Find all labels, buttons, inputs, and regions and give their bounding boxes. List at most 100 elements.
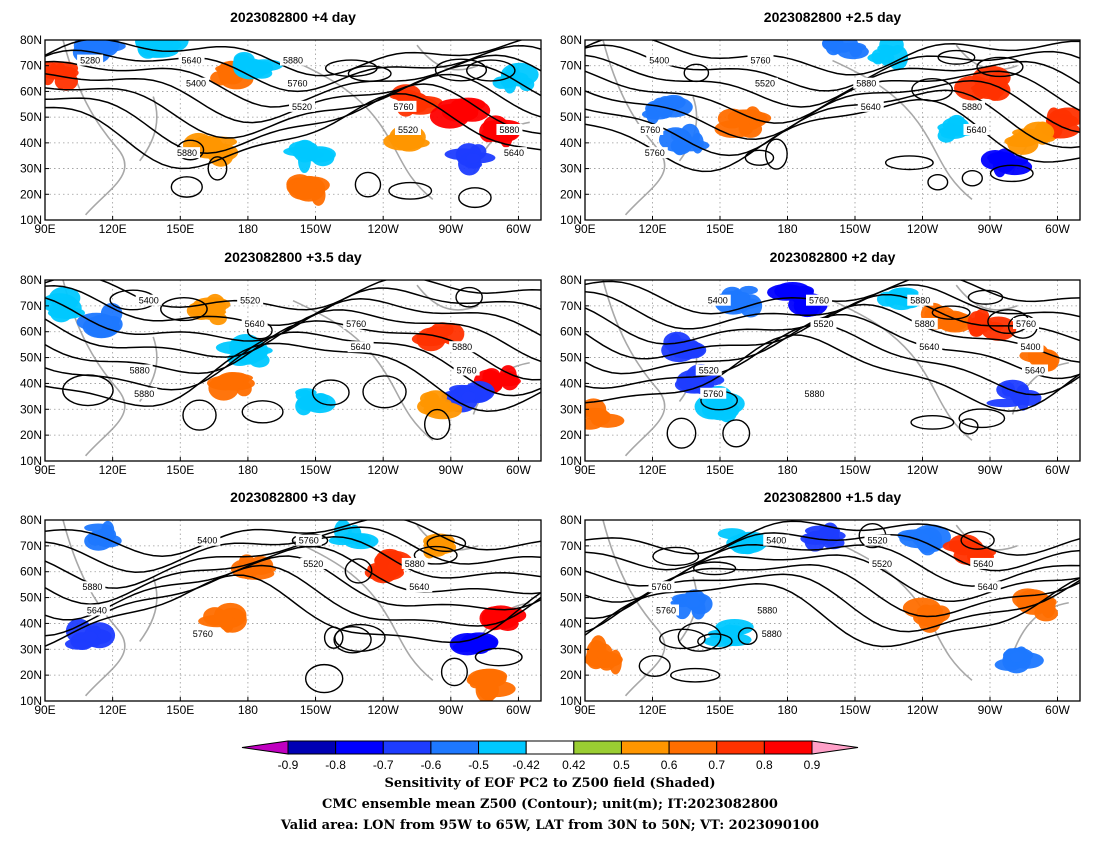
- contour-label: 5520: [867, 536, 887, 546]
- y-tick-label: 70N: [560, 59, 582, 73]
- contour-loop: [426, 534, 467, 553]
- y-tick-label: 30N: [20, 402, 42, 416]
- y-tick-label: 20N: [20, 187, 42, 201]
- colorbar-label: -0.6: [421, 758, 442, 772]
- contour-line: [45, 545, 541, 605]
- colorbar-swatch: [335, 740, 384, 755]
- y-tick-label: 40N: [20, 136, 42, 150]
- contour-label-group: 5880: [853, 77, 880, 89]
- z500-contours: [585, 40, 1080, 191]
- coastline: [602, 520, 666, 697]
- x-tick-label: 90E: [34, 222, 55, 236]
- y-tick-label: 30N: [560, 402, 582, 416]
- contour-label-group: 5640: [241, 317, 268, 329]
- x-tick-label: 150W: [839, 222, 871, 236]
- contour-line: [585, 54, 1080, 108]
- contour-loop: [182, 399, 217, 431]
- contour-loop: [692, 561, 737, 576]
- map-frame: [584, 279, 1081, 462]
- contour-label: 5520: [872, 559, 892, 569]
- contour-loop: [722, 419, 751, 448]
- colorbar: -0.9 -0.8 -0.7 -0.6 -0.5 -0.42 0.42 0.5 0.6 0.7 0.…: [241, 740, 859, 772]
- sensitivity-shade: [76, 302, 123, 339]
- contour-label-group: 5640: [178, 54, 205, 66]
- x-tick-label: 90W: [978, 463, 1003, 477]
- y-tick-label: 80N: [20, 33, 42, 47]
- contour-loop: [652, 546, 700, 567]
- y-tick-label: 30N: [560, 162, 582, 176]
- colorbar-label: -0.5: [468, 758, 489, 772]
- map-area: 5280 5400 5520 5520 5640 5640 5760 5760 5880 5880…: [45, 40, 541, 220]
- x-tick-label: 150W: [300, 703, 332, 717]
- contour-label: 5400: [766, 536, 786, 546]
- y-tick-label: 50N: [20, 591, 42, 605]
- contour-label: 5760: [299, 536, 319, 546]
- map-panel: 2023082800 +2 day 5400 5520 5640 5640 5760 576…: [560, 249, 1081, 477]
- contour-label: 5640: [966, 125, 986, 135]
- contour-line: [45, 342, 541, 413]
- contour-label: 5520: [755, 79, 775, 89]
- x-tick-label: 150W: [300, 463, 332, 477]
- sensitivity-shade: [937, 114, 978, 143]
- contour-loop: [334, 623, 386, 652]
- x-tick-label: 180: [777, 703, 797, 717]
- x-tick-label: 120W: [368, 222, 400, 236]
- contour-label-group: 5760: [284, 77, 311, 89]
- contour-label-group: 5520: [869, 557, 895, 569]
- contour-label: 5880: [499, 125, 519, 135]
- x-tick-label: 150W: [839, 703, 871, 717]
- sensitivity-shade: [994, 646, 1044, 674]
- map-panel: 2023082800 +1.5 day540055205640576058805…: [560, 489, 1081, 717]
- contour-loop: [911, 77, 954, 102]
- sensitivity-shade: [670, 589, 713, 620]
- y-tick-label: 70N: [560, 539, 582, 553]
- contour-loop: [423, 408, 451, 440]
- x-tick-label: 90W: [438, 463, 463, 477]
- contour-label: 5880: [283, 56, 303, 66]
- contour-label-group: 5880: [449, 341, 476, 353]
- contour-line: [585, 283, 1080, 330]
- y-tick-label: 10N: [560, 694, 582, 708]
- y-tick-label: 60N: [20, 325, 42, 339]
- y-tick-label: 50N: [560, 591, 582, 605]
- sensitivity-shade: [45, 286, 86, 323]
- x-tick-label: 120E: [638, 222, 666, 236]
- contour-loop: [958, 418, 979, 435]
- map-panel: 2023082800 +3.5 day540056405640576058805…: [20, 249, 542, 477]
- contour-loop: [458, 187, 492, 209]
- contour-label: 5760: [1016, 319, 1036, 329]
- coastline: [292, 539, 434, 681]
- y-tick-label: 60N: [560, 84, 582, 98]
- contour-line: [45, 83, 541, 155]
- y-tick-label: 10N: [20, 213, 42, 227]
- sensitivity-shade: [466, 668, 516, 701]
- contour-label-group: 5400: [763, 534, 790, 546]
- contour-loop: [333, 626, 372, 654]
- contour-loop: [677, 622, 722, 652]
- contour-line: [585, 334, 1080, 412]
- map-area: 5400 5640 5640 5760 5880 5520 5760 5880 5880: [45, 280, 541, 461]
- z500-contours: [45, 280, 541, 440]
- colorbar-label: 0.7: [708, 758, 725, 772]
- contour-label-group: 5880: [79, 581, 106, 593]
- contour-label: 5880: [177, 148, 197, 158]
- map-frame: [584, 39, 1081, 221]
- x-tick-label: 150E: [166, 222, 194, 236]
- contour-line: [585, 70, 1080, 124]
- contour-label: 5880: [130, 366, 150, 376]
- contour-label: 5880: [910, 296, 930, 306]
- colorbar-label: -0.9: [278, 758, 299, 772]
- coastline: [62, 280, 126, 457]
- sensitivity-shade: [867, 40, 909, 71]
- contour-loop: [884, 155, 934, 171]
- contour-label: 5400: [139, 296, 159, 306]
- sensitivity-shade: [897, 524, 951, 556]
- contour-line: [585, 40, 1080, 76]
- coastline: [602, 280, 666, 457]
- x-tick-label: 150E: [706, 463, 734, 477]
- contour-label: 5760: [193, 629, 213, 639]
- contour-label-group: 5760: [1013, 317, 1039, 329]
- y-tick-label: 50N: [560, 351, 582, 365]
- contour-loop: [669, 667, 721, 683]
- y-tick-label: 70N: [20, 59, 42, 73]
